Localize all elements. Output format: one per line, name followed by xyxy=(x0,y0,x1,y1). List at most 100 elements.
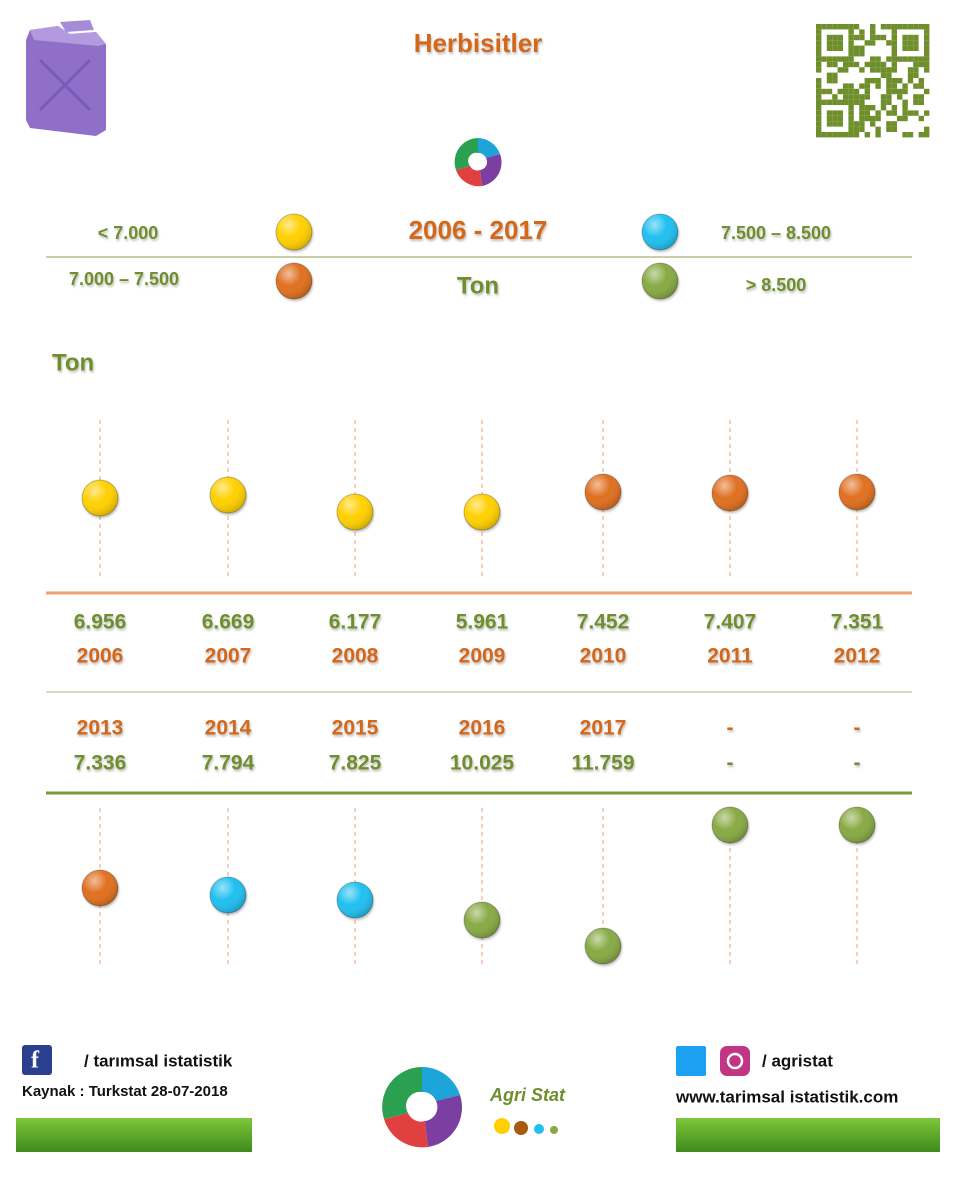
year: 2006 xyxy=(77,645,124,668)
logo xyxy=(454,138,502,187)
qr-module xyxy=(897,78,903,84)
qr-module xyxy=(902,34,908,41)
qr-module xyxy=(816,78,822,84)
year: 2007 xyxy=(205,645,252,668)
qr-module xyxy=(821,24,827,30)
qr-module xyxy=(832,45,838,51)
qr-module xyxy=(826,24,833,30)
qr-module xyxy=(837,132,843,138)
qr-module xyxy=(843,67,849,73)
qr-module xyxy=(816,132,822,138)
qr-module xyxy=(843,24,849,30)
qr-module xyxy=(826,34,833,41)
source: Kaynak : Turkstat 28-07-2018 xyxy=(22,1083,228,1100)
qr-module xyxy=(924,51,930,57)
qr-module xyxy=(907,72,914,78)
qr-module xyxy=(864,78,870,84)
value: 11.759 xyxy=(571,752,634,775)
qr-module xyxy=(875,61,881,68)
brand-dot xyxy=(534,1124,544,1134)
website: www.tarimsal istatistik.com xyxy=(675,1087,898,1106)
qr-module xyxy=(924,34,930,41)
qr-module xyxy=(924,132,930,138)
indicator-shine xyxy=(210,877,246,913)
qr-module xyxy=(875,115,881,122)
qr-module xyxy=(843,99,849,105)
qr-module xyxy=(853,34,860,41)
instagram-icon[interactable] xyxy=(720,1046,750,1076)
qr-module xyxy=(848,126,854,132)
qr-module xyxy=(924,24,930,30)
qr-module xyxy=(897,56,903,62)
qr-module xyxy=(837,24,843,30)
qr-module xyxy=(832,40,838,46)
facebook-glyph: f xyxy=(31,1048,40,1074)
qr-module xyxy=(918,83,924,89)
qr-module xyxy=(853,121,860,127)
qr-module xyxy=(843,88,849,95)
qr-module xyxy=(907,34,914,41)
qr-module xyxy=(891,34,897,41)
qr-module xyxy=(918,61,924,68)
qr-module xyxy=(924,88,930,95)
instagram-glyph xyxy=(726,1052,744,1070)
title: Herbisitler xyxy=(414,28,543,58)
qr-module xyxy=(886,88,892,95)
qr-module xyxy=(870,40,876,46)
indicator-shine xyxy=(642,214,678,250)
period: 2006 - 2017 xyxy=(409,215,548,245)
year: 2009 xyxy=(459,645,506,668)
qr-module xyxy=(853,126,860,132)
qr-module xyxy=(891,110,897,116)
qr-module xyxy=(891,40,897,46)
qr-module xyxy=(886,121,892,127)
qr-module xyxy=(853,24,860,30)
qr-module xyxy=(848,29,854,35)
qr-module xyxy=(918,94,924,100)
qr-module xyxy=(902,105,908,111)
twitter-icon[interactable] xyxy=(676,1046,706,1076)
qr-code xyxy=(816,24,930,138)
qr-module xyxy=(902,24,908,30)
qr-module xyxy=(918,115,924,122)
year: 2010 xyxy=(580,645,627,668)
qr-module xyxy=(907,40,914,46)
qr-module xyxy=(870,105,876,111)
qr-module xyxy=(816,29,822,35)
qr-module xyxy=(907,132,914,138)
qr-module xyxy=(837,88,843,95)
facebook-handle: / tarımsal istatistik xyxy=(84,1051,233,1070)
qr-module xyxy=(913,110,919,116)
year-rows: 6.956 2006 6.669 2007 6.177 2008 5.961 2009 7.45… xyxy=(74,420,884,965)
facebook-icon[interactable] xyxy=(22,1045,52,1075)
qr-module xyxy=(837,121,843,127)
value: 7.336 xyxy=(74,752,127,775)
qr-module xyxy=(843,61,849,68)
qr-module xyxy=(864,94,870,100)
qr-module xyxy=(832,94,838,100)
indicator-shine xyxy=(276,214,312,250)
qr-module xyxy=(832,56,838,62)
qr-module xyxy=(880,67,887,73)
qr-module xyxy=(897,94,903,100)
axis-label: Ton xyxy=(52,349,94,376)
qr-module xyxy=(848,56,854,62)
value: 5.961 xyxy=(456,611,509,634)
year: 2012 xyxy=(834,645,881,668)
qr-module xyxy=(848,94,854,100)
qr-module xyxy=(859,45,865,51)
qr-module xyxy=(913,99,919,105)
qr-module xyxy=(832,115,838,122)
qr-module xyxy=(832,132,838,138)
qr-module xyxy=(864,110,870,116)
qr-module xyxy=(826,61,833,68)
year: - xyxy=(854,717,861,740)
qr-module xyxy=(832,34,838,41)
qr-module xyxy=(837,67,843,73)
indicator-shine xyxy=(642,263,678,299)
qr-module xyxy=(907,67,914,73)
value: 7.407 xyxy=(704,611,757,634)
qr-module xyxy=(886,72,892,78)
qr-module xyxy=(891,45,897,51)
